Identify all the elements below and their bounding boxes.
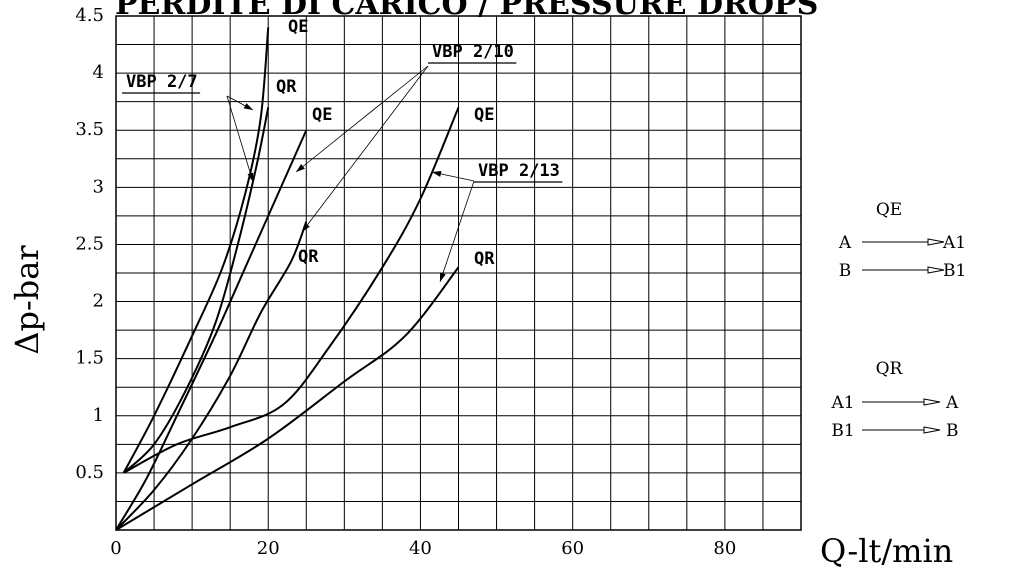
chart-curves xyxy=(115,27,460,531)
legend-qe-to: B1 xyxy=(943,261,966,281)
label-qr-2-10: QR xyxy=(298,247,319,267)
legend-qr-from: B1 xyxy=(831,421,854,441)
x-tick-label: 60 xyxy=(561,538,584,559)
curve-vbp-2-7-qe xyxy=(122,27,270,474)
leader-vbp-2-13-qr-arrowhead xyxy=(440,272,446,282)
label-vbp-2-10: VBP 2/10 xyxy=(432,42,514,62)
chart-title: PERDITE DI CARICO / PRESSURE DROPS xyxy=(115,0,818,22)
y-axis-label: Δp-bar xyxy=(8,245,46,355)
plot-frame xyxy=(115,15,802,531)
x-tick-label: 40 xyxy=(409,538,432,559)
legend-qe-from: A xyxy=(838,233,852,253)
legend-qr-to: A xyxy=(945,393,959,413)
legend-qr-arrow-head xyxy=(923,426,941,434)
leader-vbp-2-10-qr xyxy=(301,65,429,233)
y-tick-label: 3 xyxy=(93,176,104,197)
y-tick-label: 2.5 xyxy=(75,233,104,254)
curve-vbp-2-13-qe xyxy=(123,106,460,474)
curve-vbp-2-10-qe xyxy=(115,129,308,531)
y-tick-label: 2 xyxy=(93,291,104,312)
label-vbp-2-13: VBP 2/13 xyxy=(478,161,560,181)
label-qr-2-7: QR xyxy=(276,77,297,97)
legend-qe-from: B xyxy=(839,261,852,281)
label-qe-2-13: QE xyxy=(474,105,494,125)
y-tick-label: 0.5 xyxy=(75,462,104,483)
label-vbp-2-7: VBP 2/7 xyxy=(126,72,198,92)
leader-vbp-2-13-qe-arrowhead xyxy=(432,170,442,177)
legend-qr-to: B xyxy=(946,421,959,441)
leader-vbp-2-10-qe xyxy=(295,65,429,173)
legend-qe-arrow-head xyxy=(927,266,945,274)
flow-direction-legend: QE A A1 B B1 QR A1 A B1 B xyxy=(830,200,966,441)
label-qr-2-13: QR xyxy=(474,249,495,269)
curve-vbp-2-13-qr xyxy=(115,266,460,531)
legend-qr-from: A1 xyxy=(830,393,854,413)
legend-qr-title: QR xyxy=(876,359,904,379)
y-axis-ticks: 0.5 1 1.5 2 2.5 3 3.5 4 4.5 xyxy=(75,5,104,483)
legend-qr-arrow-head xyxy=(923,398,941,406)
x-tick-label: 0 xyxy=(110,538,121,559)
x-tick-label: 80 xyxy=(713,538,736,559)
chart-annotations: VBP 2/7 VBP 2/10 VBP 2/13 QE QR QE QR QE QR xyxy=(122,17,563,283)
x-axis-label: Q-lt/min xyxy=(820,532,953,569)
curve-vbp-2-7-qr xyxy=(122,107,270,474)
legend-qe-arrow-head xyxy=(927,238,945,246)
leader-vbp-2-7-qe-arrowhead xyxy=(243,103,253,110)
leader-vbp-2-7-qr-arrowhead xyxy=(247,172,254,182)
leader-vbp-2-10-qe-arrowhead xyxy=(296,164,305,172)
label-qe-2-10: QE xyxy=(312,105,332,125)
curve-vbp-2-10-qr xyxy=(115,221,308,531)
leader-vbp-2-10-qr-arrowhead xyxy=(302,223,310,232)
y-tick-label: 3.5 xyxy=(75,119,104,140)
x-tick-label: 20 xyxy=(257,538,280,559)
x-axis-ticks: 0 20 40 60 80 xyxy=(110,538,736,559)
label-qe-2-7: QE xyxy=(288,17,308,37)
chart-grid xyxy=(115,15,802,531)
y-tick-label: 1 xyxy=(93,405,104,426)
legend-qe-to: A1 xyxy=(942,233,966,253)
legend-qe-title: QE xyxy=(876,200,902,220)
y-tick-label: 4 xyxy=(93,62,104,83)
y-tick-label: 4.5 xyxy=(75,5,104,26)
y-tick-label: 1.5 xyxy=(75,348,104,369)
leader-vbp-2-13-qr xyxy=(439,180,475,283)
leader-vbp-2-7-qr xyxy=(226,95,254,183)
